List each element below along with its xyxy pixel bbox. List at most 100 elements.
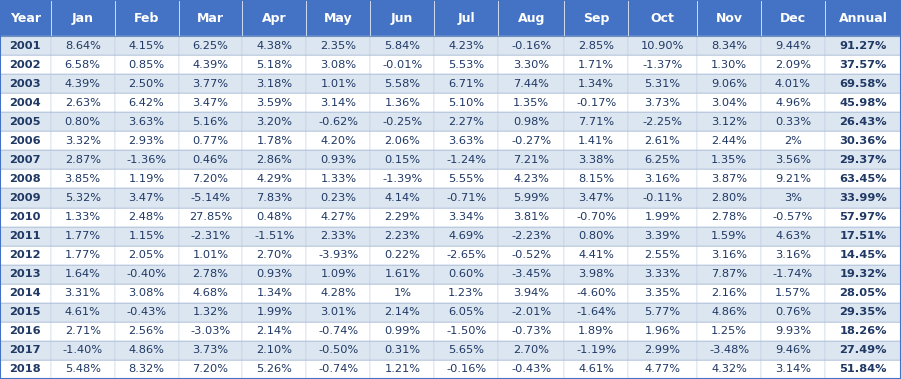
Bar [498,112,564,131]
Text: 2.14%: 2.14% [257,326,293,336]
Text: 1.35%: 1.35% [513,98,550,108]
Bar [178,284,242,303]
Text: -0.16%: -0.16% [511,41,551,50]
Bar [370,74,434,93]
Bar [825,322,901,341]
Bar [178,0,242,36]
Bar [628,227,697,246]
Text: 5.65%: 5.65% [448,345,484,356]
Text: 2.23%: 2.23% [385,231,420,241]
Bar [306,188,370,208]
Text: -1.64%: -1.64% [576,307,616,317]
Bar [628,55,697,74]
Bar [370,36,434,55]
Text: 3.08%: 3.08% [321,60,357,70]
Text: 1.64%: 1.64% [65,269,101,279]
Bar [242,265,306,284]
Text: 6.58%: 6.58% [65,60,101,70]
Bar [434,36,498,55]
Bar [306,112,370,131]
Text: 3.77%: 3.77% [193,79,229,89]
Text: 2.87%: 2.87% [65,155,101,165]
Text: 2016: 2016 [10,326,41,336]
Text: 3.63%: 3.63% [448,136,484,146]
Bar [306,284,370,303]
Bar [306,93,370,112]
Bar [825,55,901,74]
Bar [370,55,434,74]
Text: 3.32%: 3.32% [65,136,101,146]
Text: 1.01%: 1.01% [321,79,357,89]
Bar [114,246,178,265]
Bar [825,131,901,150]
Bar [564,246,628,265]
Text: 57.97%: 57.97% [839,212,887,222]
Bar [0,246,50,265]
Bar [628,284,697,303]
Text: Annual: Annual [839,11,887,25]
Text: -0.40%: -0.40% [126,269,167,279]
Bar [761,360,825,379]
Bar [242,360,306,379]
Text: 1.77%: 1.77% [65,250,101,260]
Text: Apr: Apr [262,11,287,25]
Bar [825,74,901,93]
Text: -1.39%: -1.39% [382,174,423,184]
Bar [242,246,306,265]
Bar [242,0,306,36]
Bar [50,93,114,112]
Bar [0,74,50,93]
Text: -0.71%: -0.71% [446,193,487,203]
Text: 2.70%: 2.70% [514,345,550,356]
Text: 1.77%: 1.77% [65,231,101,241]
Text: 3.63%: 3.63% [129,117,165,127]
Bar [628,74,697,93]
Bar [242,322,306,341]
Bar [697,131,761,150]
Bar [825,284,901,303]
Text: 0.15%: 0.15% [384,155,421,165]
Bar [697,303,761,322]
Text: Sep: Sep [583,11,609,25]
Bar [370,360,434,379]
Bar [178,93,242,112]
Bar [0,0,50,36]
Text: 1.89%: 1.89% [578,326,614,336]
Bar [114,150,178,169]
Text: Nov: Nov [715,11,742,25]
Bar [628,341,697,360]
Text: 1.96%: 1.96% [644,326,680,336]
Text: -4.60%: -4.60% [576,288,616,298]
Bar [0,150,50,169]
Bar [498,322,564,341]
Text: 3.56%: 3.56% [775,155,811,165]
Bar [628,150,697,169]
Text: 4.15%: 4.15% [129,41,165,50]
Text: 1.61%: 1.61% [385,269,420,279]
Bar [242,208,306,227]
Text: 6.42%: 6.42% [129,98,165,108]
Bar [761,169,825,188]
Text: 2002: 2002 [10,60,41,70]
Bar [178,208,242,227]
Bar [242,74,306,93]
Text: 1.36%: 1.36% [385,98,420,108]
Bar [114,341,178,360]
Text: 1.25%: 1.25% [711,326,747,336]
Bar [825,341,901,360]
Bar [306,303,370,322]
Bar [306,246,370,265]
Bar [306,227,370,246]
Bar [114,169,178,188]
Bar [761,303,825,322]
Text: 4.68%: 4.68% [193,288,229,298]
Text: 3.94%: 3.94% [514,288,550,298]
Bar [434,265,498,284]
Text: 6.05%: 6.05% [448,307,484,317]
Text: 5.99%: 5.99% [513,193,550,203]
Bar [628,36,697,55]
Bar [697,55,761,74]
Bar [114,227,178,246]
Bar [306,36,370,55]
Text: 2.70%: 2.70% [257,250,293,260]
